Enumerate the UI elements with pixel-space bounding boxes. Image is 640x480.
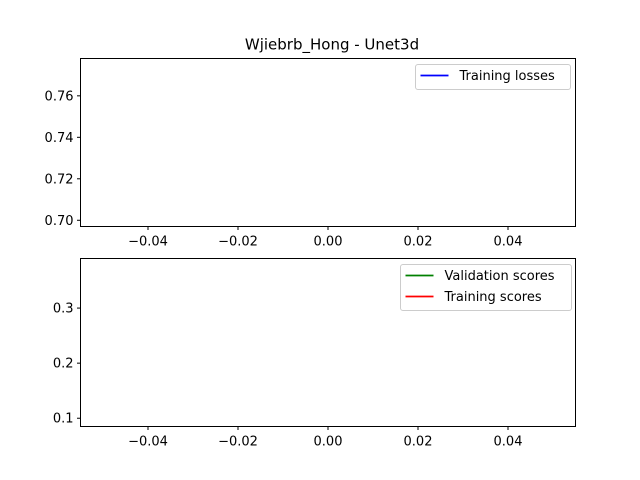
scores-y-tick-label: 0.2 [53,357,74,372]
training-losses-plot: −0.04 −0.02 0.00 0.02 0.04 0.70 0.72 0.74 0.76 Tr… [45,58,576,250]
training-losses-legend-label: Training losses [459,69,556,84]
training-losses-y-tick-label: 0.70 [45,214,74,229]
scores-x-tick-label: 0.02 [404,435,433,450]
scores-y-tick-label: 0.1 [53,412,74,427]
scores-y-tick-label: 0.3 [53,302,74,317]
training-losses-y-tick-label: 0.74 [45,131,74,146]
validation-scores-legend-label: Validation scores [445,269,555,284]
training-losses-x-tick-label: −0.04 [128,235,168,250]
scores-x-tick-label: 0.00 [314,435,343,450]
training-losses-y-tick-label: 0.76 [45,89,74,104]
scores-legend-box [400,264,572,311]
training-losses-x-tick-label: 0.02 [404,235,433,250]
training-losses-x-tick-label: 0.04 [494,235,523,250]
scores-x-tick-label: −0.04 [128,435,168,450]
training-losses-x-tick-label: 0.00 [314,235,343,250]
training-losses-y-tick-label: 0.72 [45,172,74,187]
scores-x-tick-label: 0.04 [494,435,523,450]
training-losses-legend-box [415,64,571,90]
training-scores-legend-label: Training scores [444,290,542,305]
chart-title: Wjiebrb_Hong - Unet3d [245,36,419,55]
scores-plot: −0.04 −0.02 0.00 0.02 0.04 0.1 0.2 0.3 Validatio… [53,258,576,450]
training-losses-x-tick-label: −0.02 [218,235,258,250]
scores-x-tick-label: −0.02 [218,435,258,450]
